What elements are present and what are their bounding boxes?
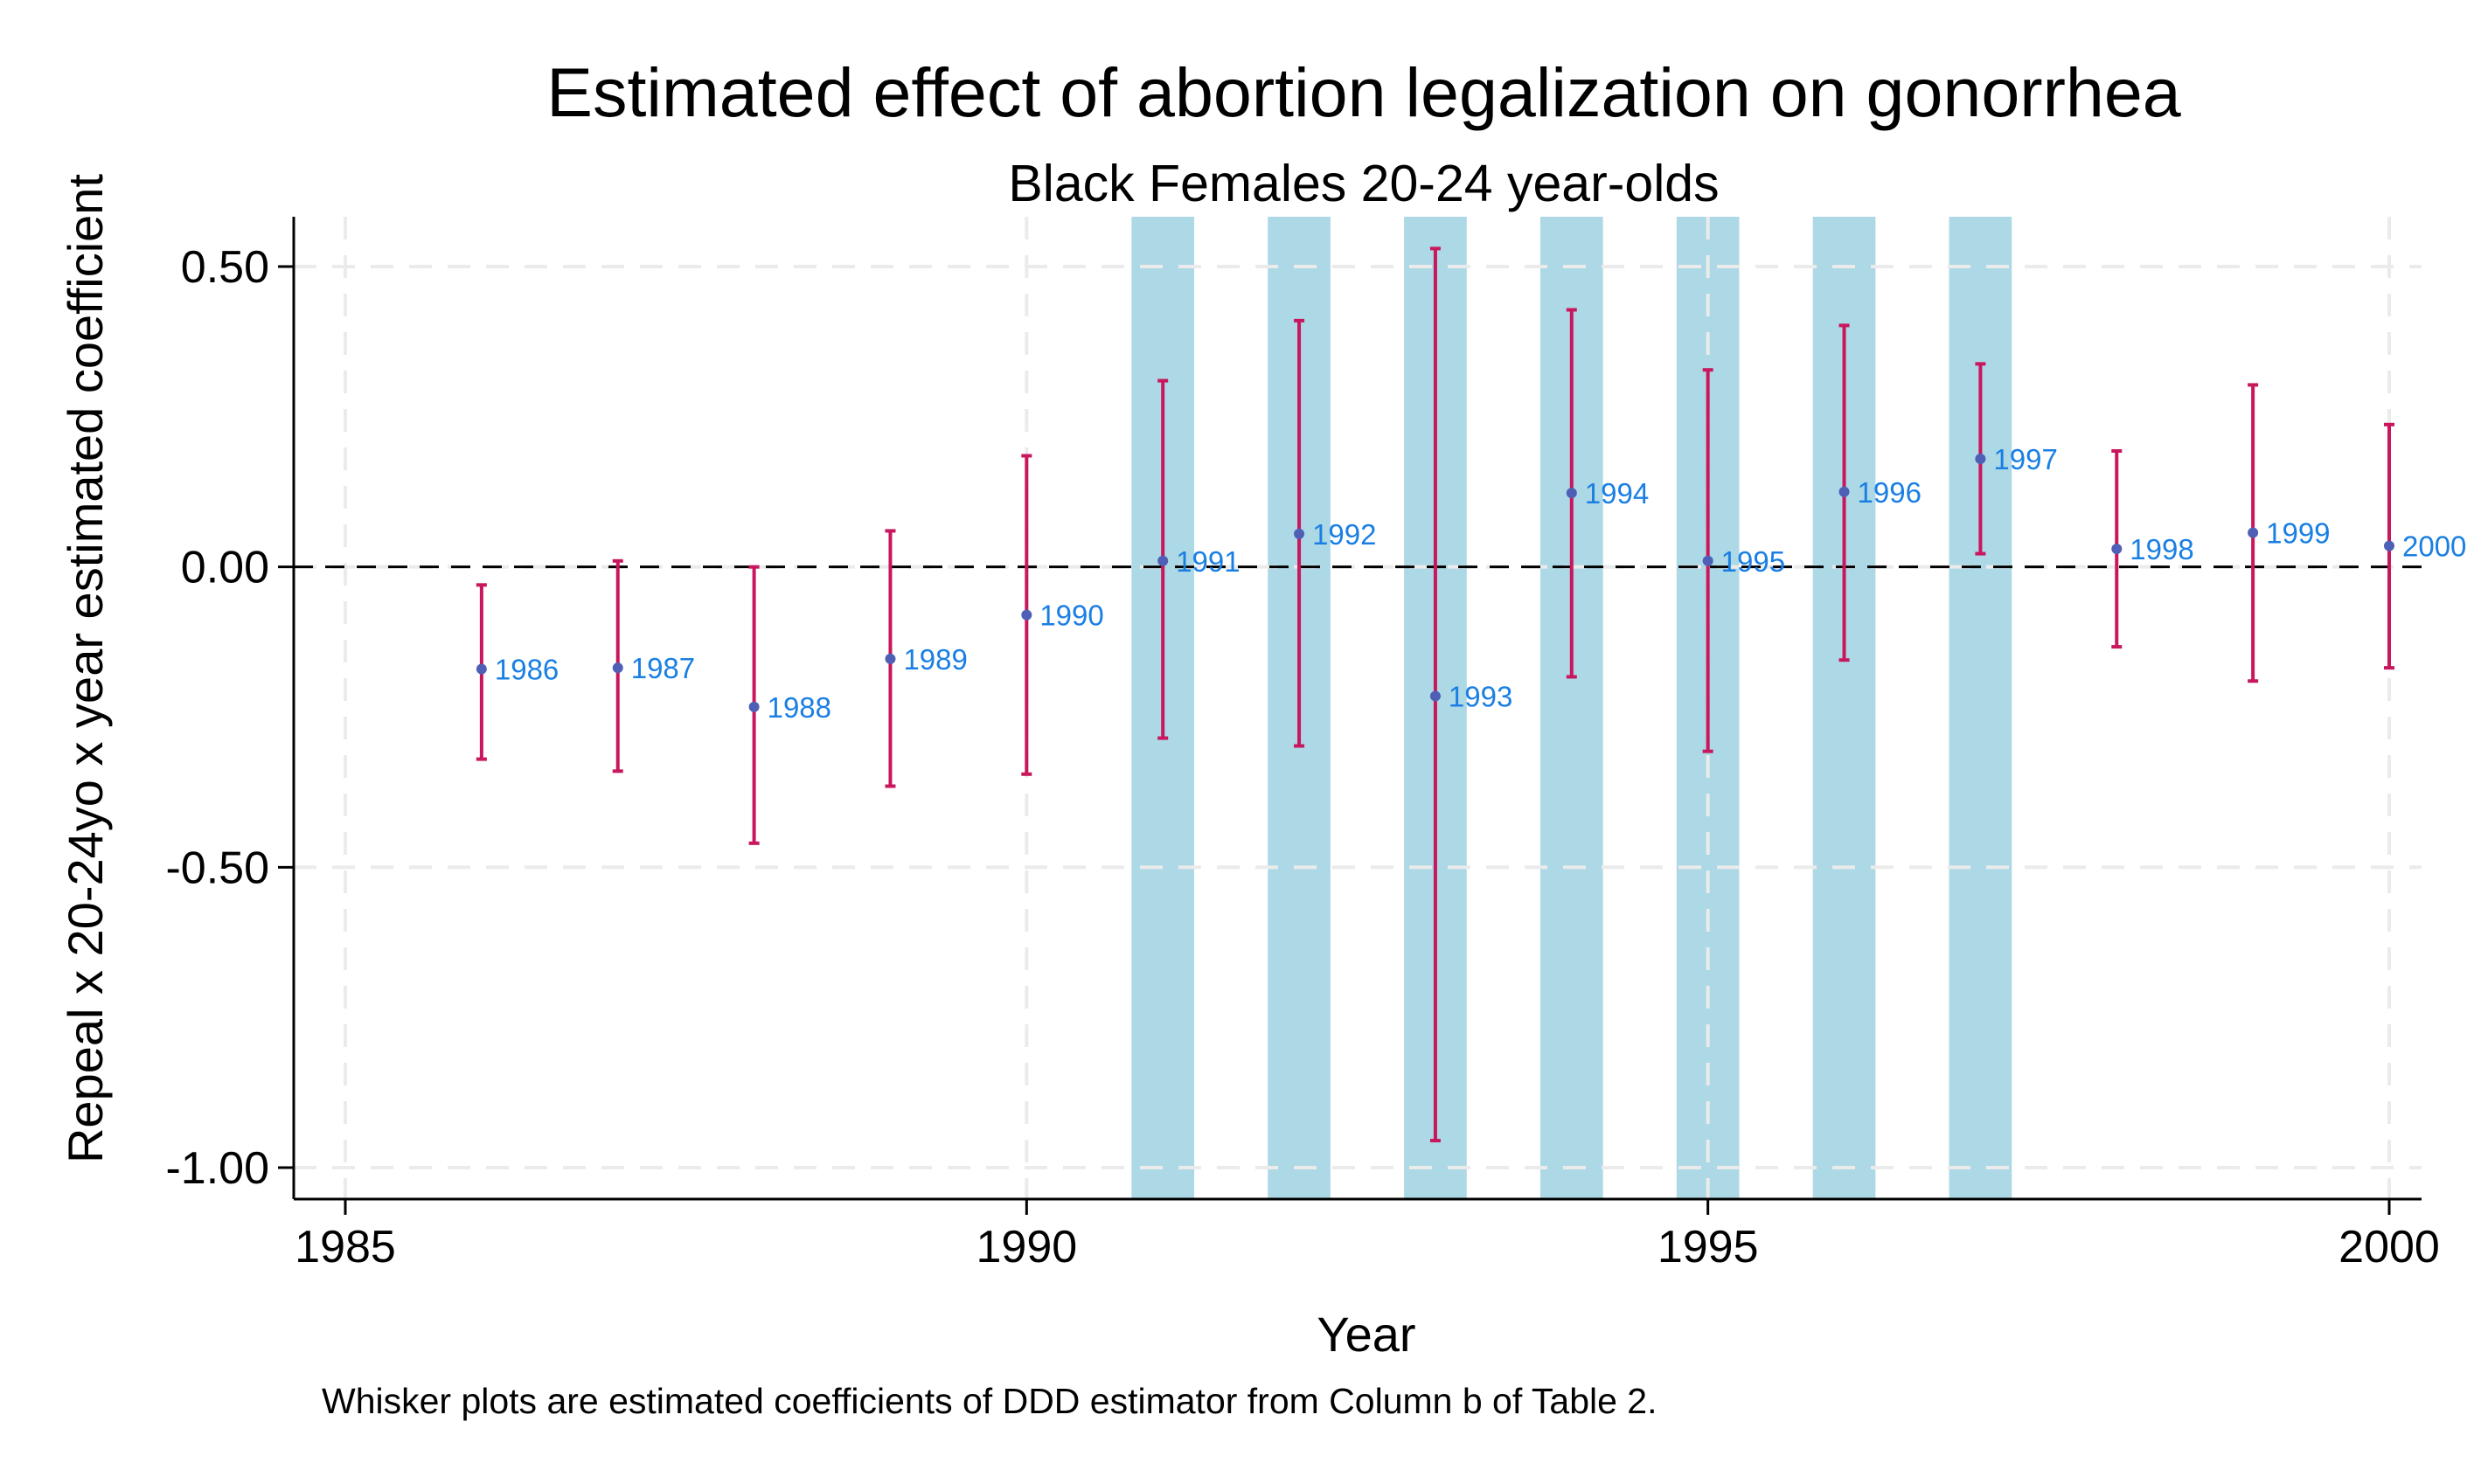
- point-label-1995: 1995: [1721, 545, 1785, 578]
- point-label-1989: 1989: [903, 643, 967, 676]
- point-1995: [1702, 555, 1713, 566]
- point-1994: [1566, 488, 1577, 499]
- y-tick-label: 0.50: [181, 242, 269, 293]
- point-label-1999: 1999: [2266, 517, 2330, 549]
- point-1993: [1429, 690, 1441, 702]
- axes: 0.50 0.00 -0.50 -1.00 1985 1990 1995 2000: [165, 217, 2440, 1272]
- y-tick-label: 0.00: [181, 543, 269, 593]
- point-1988: [748, 701, 760, 712]
- x-tick-label: 1985: [295, 1222, 396, 1272]
- point-1999: [2248, 527, 2259, 538]
- y-tick-label: -1.00: [165, 1143, 269, 1194]
- point-1998: [2111, 544, 2123, 555]
- point-label-1992: 1992: [1312, 518, 1376, 551]
- chart-note: Whisker plots are estimated coefficients…: [322, 1381, 1657, 1421]
- x-tick-label: 2000: [2338, 1222, 2440, 1272]
- point-label-1987: 1987: [631, 652, 695, 684]
- chart-subtitle: Black Females 20-24 year-olds: [1008, 155, 1719, 212]
- point-1991: [1157, 555, 1169, 566]
- x-axis-label: Year: [1317, 1307, 1415, 1362]
- point-1989: [885, 653, 896, 664]
- point-2000: [2384, 540, 2394, 551]
- point-label-1993: 1993: [1449, 680, 1512, 712]
- point-label-1988: 1988: [768, 691, 831, 724]
- point-label-1996: 1996: [1858, 476, 1922, 509]
- point-1996: [1838, 486, 1850, 497]
- point-1990: [1021, 609, 1032, 621]
- point-label-1997: 1997: [1993, 443, 2057, 475]
- chart-title: Estimated effect of abortion legalizatio…: [546, 53, 2180, 131]
- point-1997: [1975, 453, 1986, 464]
- plot-marks: 1986 1987 1988 1989 1990 1991 1992 1993 1994 1995…: [476, 246, 2466, 1143]
- point-1986: [476, 663, 487, 675]
- y-axis-label: Repeal x 20-24yo x year estimated coeffi…: [58, 174, 113, 1163]
- y-tick-label: -0.50: [165, 843, 269, 893]
- point-label-1998: 1998: [2130, 533, 2193, 565]
- point-label-1991: 1991: [1176, 545, 1240, 578]
- point-label-1994: 1994: [1585, 477, 1649, 510]
- x-tick-label: 1990: [976, 1222, 1077, 1272]
- point-label-1990: 1990: [1039, 600, 1103, 632]
- point-label-2000: 2000: [2402, 530, 2466, 563]
- point-label-1986: 1986: [495, 654, 559, 686]
- point-1987: [612, 662, 623, 674]
- point-1992: [1294, 528, 1305, 539]
- gridlines: [294, 217, 2422, 1199]
- x-tick-label: 1995: [1657, 1222, 1759, 1272]
